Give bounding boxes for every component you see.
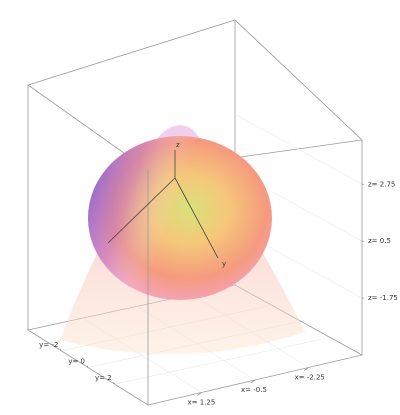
z-tick-label: z= -1.75 xyxy=(368,294,398,302)
x-tick-label: x= -0.5 xyxy=(241,386,267,394)
z-tick-label: z= 2.75 xyxy=(368,180,395,188)
tick-mark xyxy=(113,382,115,385)
grid-line xyxy=(114,338,322,385)
tick-mark xyxy=(60,348,62,351)
tick-mark xyxy=(197,392,202,396)
x-tick-label: x= 1.25 xyxy=(188,399,216,407)
x-axis xyxy=(107,177,176,244)
z-axis-label: z xyxy=(176,141,180,149)
ellipsoid-shade xyxy=(88,136,272,300)
y-axis-label: y xyxy=(222,260,226,268)
axes: z y xyxy=(107,141,226,268)
y-axis xyxy=(174,177,219,259)
tick-mark xyxy=(250,379,256,384)
y-tick-label: y= -2 xyxy=(39,341,58,349)
x-tick-label: x= -2.25 xyxy=(295,374,325,382)
z-tick-label: z= 0.5 xyxy=(368,237,391,245)
y-tick-label: y= 2 xyxy=(95,374,112,382)
tick-mark xyxy=(304,367,309,371)
surface xyxy=(60,125,305,355)
grid-line xyxy=(234,114,363,185)
tick-mark xyxy=(86,365,89,368)
y-tick-label: y= 0 xyxy=(68,358,85,366)
